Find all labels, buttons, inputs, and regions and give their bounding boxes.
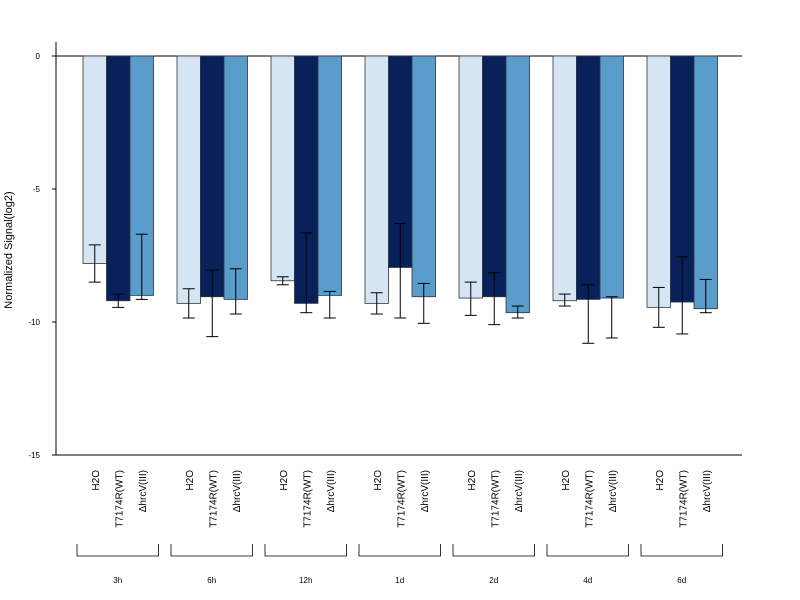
- x-tick-label: T7174R(WT): [678, 470, 689, 528]
- bar-ΔhrcV(III)-6h: [223, 55, 248, 300]
- bar-H2O-6d: [646, 55, 671, 308]
- x-tick-label: H2O: [561, 470, 572, 491]
- x-tick-label: T7174R(WT): [302, 470, 313, 528]
- bar-H2O-6h: [176, 55, 201, 304]
- x-tick-label: ΔhrcV(III): [138, 470, 149, 512]
- x-tick-label: T7174R(WT): [584, 470, 595, 528]
- group-label: 1d: [395, 576, 404, 585]
- x-tick-label: H2O: [185, 470, 196, 491]
- x-tick-label: H2O: [91, 470, 102, 491]
- group-label: 3h: [113, 576, 122, 585]
- bar-ΔhrcV(III)-1d: [411, 55, 436, 298]
- bar-ΔhrcV(III)-12h: [317, 55, 342, 296]
- group-brackets: 3h 6h 12h 1d 2d 4d 6d: [76, 544, 723, 585]
- y-tick-label: -5: [33, 185, 41, 194]
- bars-layer: [82, 55, 718, 314]
- bar-H2O-12h: [270, 55, 295, 282]
- y-tick-label: -10: [28, 318, 40, 327]
- y-tick-label: -15: [28, 451, 40, 460]
- group-label: 12h: [299, 576, 312, 585]
- x-tick-label: ΔhrcV(III): [514, 470, 525, 512]
- error-bars-layer: [88, 223, 712, 344]
- bar-T7174R(WT)-4d: [576, 55, 601, 300]
- group-label: 2d: [489, 576, 498, 585]
- x-tick-label: ΔhrcV(III): [232, 470, 243, 512]
- x-tick-labels: H2O T7174R(WT) ΔhrcV(III) H2O T7174R(WT) Δhrc…: [91, 470, 713, 528]
- group-label: 6d: [677, 576, 686, 585]
- bar-ΔhrcV(III)-4d: [599, 55, 624, 299]
- x-tick-label: H2O: [467, 470, 478, 491]
- x-tick-label: ΔhrcV(III): [420, 470, 431, 512]
- bar-T7174R(WT)-3h: [106, 55, 131, 302]
- x-tick-label: ΔhrcV(III): [326, 470, 337, 512]
- bar-ΔhrcV(III)-2d: [505, 55, 530, 314]
- bar-H2O-2d: [458, 55, 483, 299]
- bar-T7174R(WT)-6h: [200, 55, 225, 298]
- x-tick-label: H2O: [655, 470, 666, 491]
- bar-H2O-4d: [552, 55, 577, 302]
- group-bracket: [452, 544, 535, 557]
- group-bracket: [546, 544, 629, 557]
- bar-H2O-1d: [364, 55, 389, 304]
- group-bracket: [640, 544, 723, 557]
- x-tick-label: T7174R(WT): [114, 470, 125, 528]
- group-bracket: [76, 544, 159, 557]
- y-axis: 0 -5 -10 -15: [28, 42, 57, 460]
- x-tick-label: H2O: [279, 470, 290, 491]
- x-tick-label: H2O: [373, 470, 384, 491]
- group-bracket: [170, 544, 253, 557]
- x-tick-label: T7174R(WT): [490, 470, 501, 528]
- x-tick-label: ΔhrcV(III): [608, 470, 619, 512]
- y-tick-label: 0: [36, 52, 41, 61]
- x-tick-label: T7174R(WT): [396, 470, 407, 528]
- group-bracket: [264, 544, 347, 557]
- group-label: 6h: [207, 576, 216, 585]
- bar-ΔhrcV(III)-6d: [693, 55, 718, 310]
- x-tick-label: T7174R(WT): [208, 470, 219, 528]
- group-label: 4d: [583, 576, 592, 585]
- bar-H2O-3h: [82, 55, 107, 264]
- bar-T7174R(WT)-2d: [482, 55, 507, 298]
- y-axis-label: Normalized Signal(log2): [3, 191, 15, 308]
- group-bracket: [358, 544, 441, 557]
- x-tick-label: ΔhrcV(III): [702, 470, 713, 512]
